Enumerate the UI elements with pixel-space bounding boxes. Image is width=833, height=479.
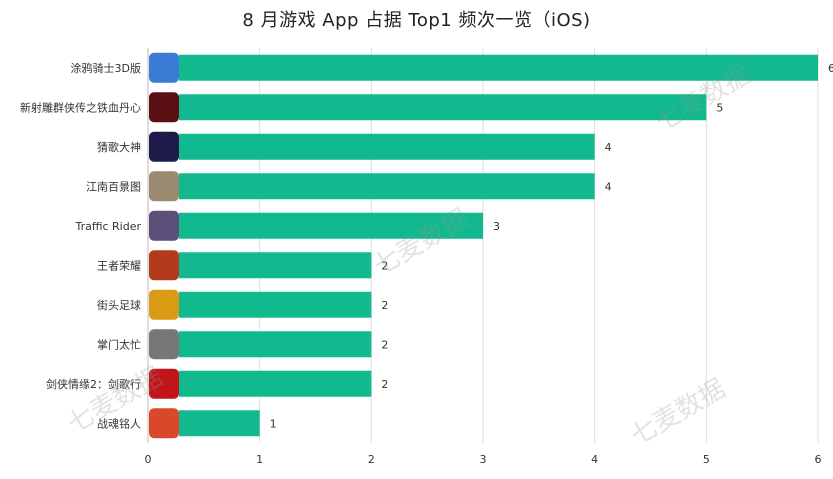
bar	[179, 291, 372, 318]
data-label: 4	[605, 180, 612, 193]
app-icon	[149, 171, 179, 202]
data-label: 2	[381, 259, 388, 272]
bar	[179, 212, 483, 239]
x-tick-label: 1	[256, 453, 263, 466]
x-tick-label: 0	[145, 453, 152, 466]
category-label: 涂鸦骑士3D版	[71, 61, 141, 75]
app-icon	[149, 408, 179, 439]
x-tick-label: 2	[368, 453, 375, 466]
bar	[179, 54, 818, 81]
bar	[179, 173, 595, 200]
data-label: 1	[270, 417, 277, 430]
category-label: 街头足球	[97, 298, 141, 312]
app-icon	[149, 210, 179, 241]
app-icon	[149, 250, 179, 281]
bar	[179, 94, 707, 121]
category-label: 猜歌大神	[97, 140, 141, 154]
x-tick-label: 4	[591, 453, 598, 466]
app-icon	[149, 52, 179, 83]
bar	[179, 410, 260, 437]
category-label: 江南百景图	[86, 180, 141, 193]
bar	[179, 133, 595, 160]
data-label: 2	[381, 299, 388, 312]
app-icon	[149, 92, 179, 123]
category-label: 王者荣耀	[97, 259, 141, 272]
app-icon	[149, 289, 179, 320]
data-label: 6	[828, 62, 833, 75]
bar	[179, 252, 372, 279]
x-tick-label: 5	[703, 453, 710, 466]
data-label: 5	[716, 101, 723, 114]
category-label: 新射雕群侠传之铁血丹心	[20, 100, 141, 114]
data-label: 2	[381, 338, 388, 351]
app-icon	[149, 329, 179, 360]
x-tick-label: 6	[815, 453, 822, 466]
bar	[179, 331, 372, 358]
category-label: 掌门太忙	[97, 337, 141, 351]
chart-title: 8 月游戏 App 占据 Top1 频次一览（iOS)	[242, 10, 591, 31]
category-label: 剑侠情缘2：剑歌行	[46, 377, 141, 391]
category-label: 战魂铭人	[97, 416, 141, 430]
data-label: 3	[493, 220, 500, 233]
app-icon	[149, 131, 179, 162]
data-label: 4	[605, 141, 612, 154]
data-label: 2	[381, 378, 388, 391]
bar	[179, 370, 372, 397]
app-icon	[149, 368, 179, 399]
category-label: Traffic Rider	[74, 220, 141, 233]
x-tick-label: 3	[480, 453, 487, 466]
